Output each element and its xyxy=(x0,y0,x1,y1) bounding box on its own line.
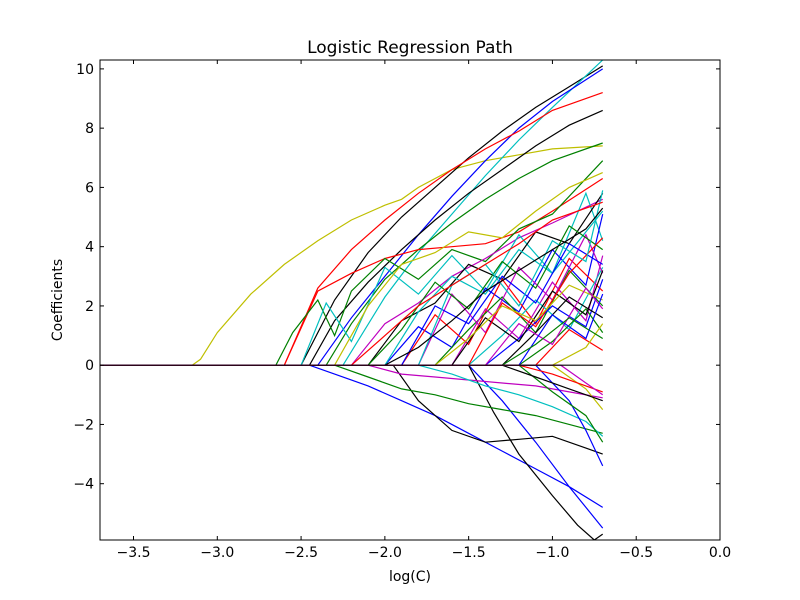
x-tick-label: −1.5 xyxy=(452,545,486,561)
series-line-3 xyxy=(100,68,604,366)
y-tick-label: −4 xyxy=(73,477,94,493)
series-line-1 xyxy=(100,65,604,366)
y-tick-label: 10 xyxy=(76,62,94,78)
y-axis-label: Coefficients xyxy=(50,259,66,341)
series-line-13 xyxy=(100,172,603,366)
series-layer xyxy=(100,60,604,540)
series-line-5 xyxy=(100,109,603,366)
series-line-34 xyxy=(100,207,604,366)
x-tick-label: −0.5 xyxy=(619,545,653,561)
series-line-12 xyxy=(100,192,604,366)
series-line-39 xyxy=(100,364,604,540)
x-tick-label: 0.0 xyxy=(709,545,731,561)
y-tick-label: 6 xyxy=(85,180,94,196)
series-line-10 xyxy=(100,191,604,366)
x-axis-label: log(C) xyxy=(389,569,431,585)
y-tick-label: 2 xyxy=(85,299,94,315)
series-line-30 xyxy=(100,190,604,366)
x-tick-label: −1.0 xyxy=(535,545,569,561)
series-line-40 xyxy=(100,364,603,434)
series-line-6 xyxy=(100,142,603,366)
series-line-24 xyxy=(100,210,604,366)
series-line-7 xyxy=(100,177,604,366)
series-line-38 xyxy=(100,364,603,455)
y-tick-label: 0 xyxy=(85,358,94,374)
series-line-11 xyxy=(100,213,604,366)
series-line-14 xyxy=(100,257,604,366)
series-line-25 xyxy=(100,242,604,366)
y-tick-label: 8 xyxy=(85,121,94,137)
tick-layer: −3.5 −3.0 −2.5 −2.0 −1.5 −1.0 −0.5 0.0 −4 −2 0 2 4 6 8… xyxy=(73,60,731,561)
y-tick-label: 4 xyxy=(85,240,94,256)
series-line-2 xyxy=(100,60,604,366)
y-tick-label: −2 xyxy=(73,417,94,433)
x-tick-label: −3.5 xyxy=(117,545,151,561)
x-tick-label: −2.5 xyxy=(284,545,318,561)
series-line-35 xyxy=(100,201,603,366)
plot-frame xyxy=(99,59,721,541)
x-tick-label: −3.0 xyxy=(200,545,234,561)
series-line-8 xyxy=(100,160,604,366)
x-tick-label: −2.0 xyxy=(368,545,402,561)
chart-title: Logistic Regression Path xyxy=(307,38,513,58)
series-line-42 xyxy=(100,364,604,437)
